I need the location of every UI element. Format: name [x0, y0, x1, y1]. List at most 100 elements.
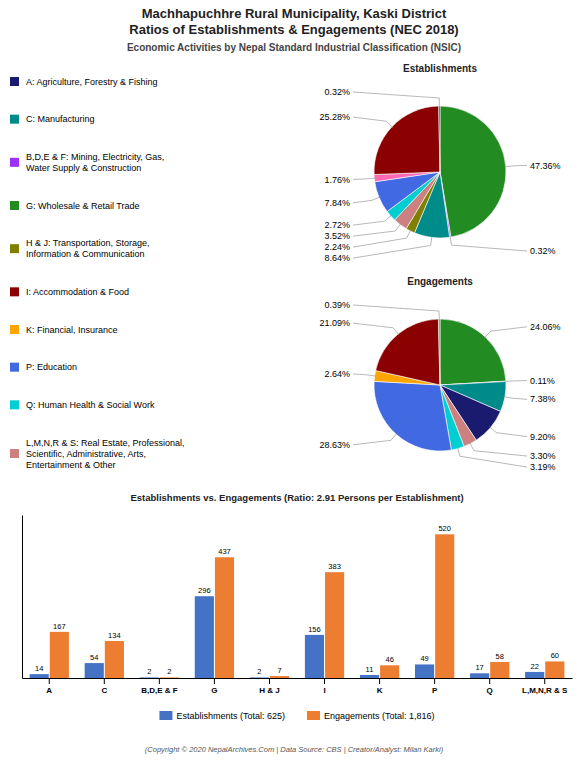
pie-slice: [438, 319, 440, 385]
bar-legend-item: Establishments (Total: 625): [159, 711, 285, 721]
x-tick-label: G: [211, 686, 217, 695]
pie-slices: [374, 319, 506, 451]
legend-item: A: Agriculture, Forestry & Fishing: [10, 77, 158, 87]
pie-chart: Establishments47.36%0.32%8.64%2.24%3.52%…: [319, 63, 560, 263]
x-tick-label: H & J: [259, 686, 279, 695]
bar-legend-swatch: [159, 711, 172, 720]
pie-data-label: 0.32%: [530, 246, 556, 256]
x-axis: ACB,D,E & FGH & JIKPQL,M,N,R & S: [23, 678, 573, 695]
x-tick: I: [323, 678, 325, 695]
legend-swatch: [10, 287, 19, 296]
pie-data-label: 25.28%: [319, 112, 350, 122]
pie-data-label: 21.09%: [319, 318, 350, 328]
bar: [215, 557, 234, 678]
leader-line: [353, 197, 380, 203]
x-tick-label: I: [323, 686, 325, 695]
bar-data-label: 437: [218, 547, 231, 556]
pie-data-label: 8.64%: [324, 253, 350, 263]
bar-data-label: 134: [108, 631, 121, 640]
legend-label: G: Wholesale & Retail Trade: [26, 201, 140, 211]
x-tick: A: [46, 678, 52, 695]
x-tick-mark: [489, 678, 490, 684]
bar-data-label: 2: [257, 667, 261, 676]
x-tick: K: [377, 678, 383, 695]
leader-line: [505, 380, 527, 382]
bar-data-label: 46: [385, 655, 393, 664]
page-title-line: Machhapuchhre Rural Municipality, Kaski …: [142, 6, 447, 21]
x-tick: L,M,N,R & S: [522, 678, 568, 695]
pie-data-label: 3.19%: [530, 462, 556, 472]
pie-chart: Engagements24.06%0.11%7.38%9.20%3.30%3.1…: [319, 276, 560, 472]
bar: [30, 674, 49, 678]
legend-swatch: [10, 400, 19, 409]
legend-item: L,M,N,R & S: Real Estate, Professional,S…: [10, 438, 185, 470]
legend-swatch: [10, 115, 19, 124]
legend-label-line: A: Agriculture, Forestry & Fishing: [26, 77, 158, 87]
bar: [525, 672, 544, 678]
bar: [270, 676, 289, 678]
bar-data-label: 2: [147, 667, 151, 676]
data-labels: 1454229621561149172216713424377383465205…: [35, 524, 559, 676]
pie-data-label: 47.36%: [530, 161, 561, 171]
pie-data-label: 3.30%: [530, 451, 556, 461]
x-tick-mark: [434, 678, 435, 684]
pie-data-label: 7.38%: [530, 394, 556, 404]
page-title: Machhapuchhre Rural Municipality, Kaski …: [129, 6, 458, 37]
legend-label-line: K: Financial, Insurance: [26, 325, 118, 335]
bar-data-label: 167: [53, 622, 66, 631]
legend-label-line: P: Education: [26, 362, 77, 372]
bar: [545, 661, 564, 678]
bar-legend-label: Engagements (Total: 1,816): [324, 711, 435, 721]
leader-line: [504, 397, 527, 400]
bar-data-label: 58: [496, 652, 504, 661]
legend-label-line: Water Supply & Construction: [26, 163, 141, 173]
legend-label-line: I: Accommodation & Food: [26, 287, 129, 297]
legend-item: I: Accommodation & Food: [10, 287, 129, 297]
bar-legend: Establishments (Total: 625) Engagements (…: [159, 711, 434, 721]
pie-data-label: 2.72%: [324, 220, 350, 230]
bars: [30, 534, 565, 678]
leader-line: [353, 236, 432, 258]
bar: [380, 665, 399, 678]
x-tick-mark: [159, 678, 160, 684]
legend-label-line: B,D,E & F: Mining, Electricity, Gas,: [26, 152, 164, 162]
bar: [250, 677, 269, 678]
bar-title: Establishments vs. Engagements (Ratio: 2…: [130, 492, 463, 503]
y-axis-line: [22, 516, 23, 679]
legend-label: H & J: Transportation, Storage,Informati…: [26, 238, 150, 259]
x-tick-label: Q: [487, 686, 493, 695]
pie-data-label: 0.39%: [324, 300, 350, 310]
legend-label: A: Agriculture, Forestry & Fishing: [26, 77, 158, 87]
leader-line: [353, 224, 401, 237]
bar: [305, 635, 324, 678]
bar-data-label: 7: [277, 666, 281, 675]
pie-slice: [440, 106, 506, 237]
legend-item: C: Manufacturing: [10, 114, 95, 124]
x-tick: G: [211, 678, 217, 695]
x-tick-label: B,D,E & F: [141, 686, 178, 695]
legend-swatch: [10, 77, 19, 86]
leader-line: [450, 236, 527, 251]
bar: [490, 662, 509, 678]
legend-label-line: G: Wholesale & Retail Trade: [26, 201, 140, 211]
bar-chart: Establishments vs. Engagements (Ratio: 2…: [23, 492, 573, 721]
legend-swatch: [10, 201, 19, 210]
x-tick-mark: [269, 678, 270, 684]
bar-legend-swatch: [307, 711, 320, 720]
pie-slice: [375, 172, 440, 211]
x-tick-mark: [49, 678, 50, 684]
bar-data-label: 2: [167, 667, 171, 676]
bar: [195, 596, 214, 678]
legend-item: Q: Human Health & Social Work: [10, 400, 155, 410]
pie-data-label: 2.64%: [324, 369, 350, 379]
x-tick-label: A: [46, 686, 52, 695]
leader-line: [353, 323, 399, 335]
leader-line: [484, 327, 527, 338]
pie-data-label: 0.32%: [324, 87, 350, 97]
leader-line: [353, 92, 439, 107]
leader-line: [353, 215, 392, 225]
legend-item: H & J: Transportation, Storage,Informati…: [10, 238, 150, 259]
leader-line: [489, 427, 527, 437]
legend-label-line: Scientific, Administrative, Arts,: [26, 449, 146, 459]
pie-data-label: 2.24%: [324, 242, 350, 252]
